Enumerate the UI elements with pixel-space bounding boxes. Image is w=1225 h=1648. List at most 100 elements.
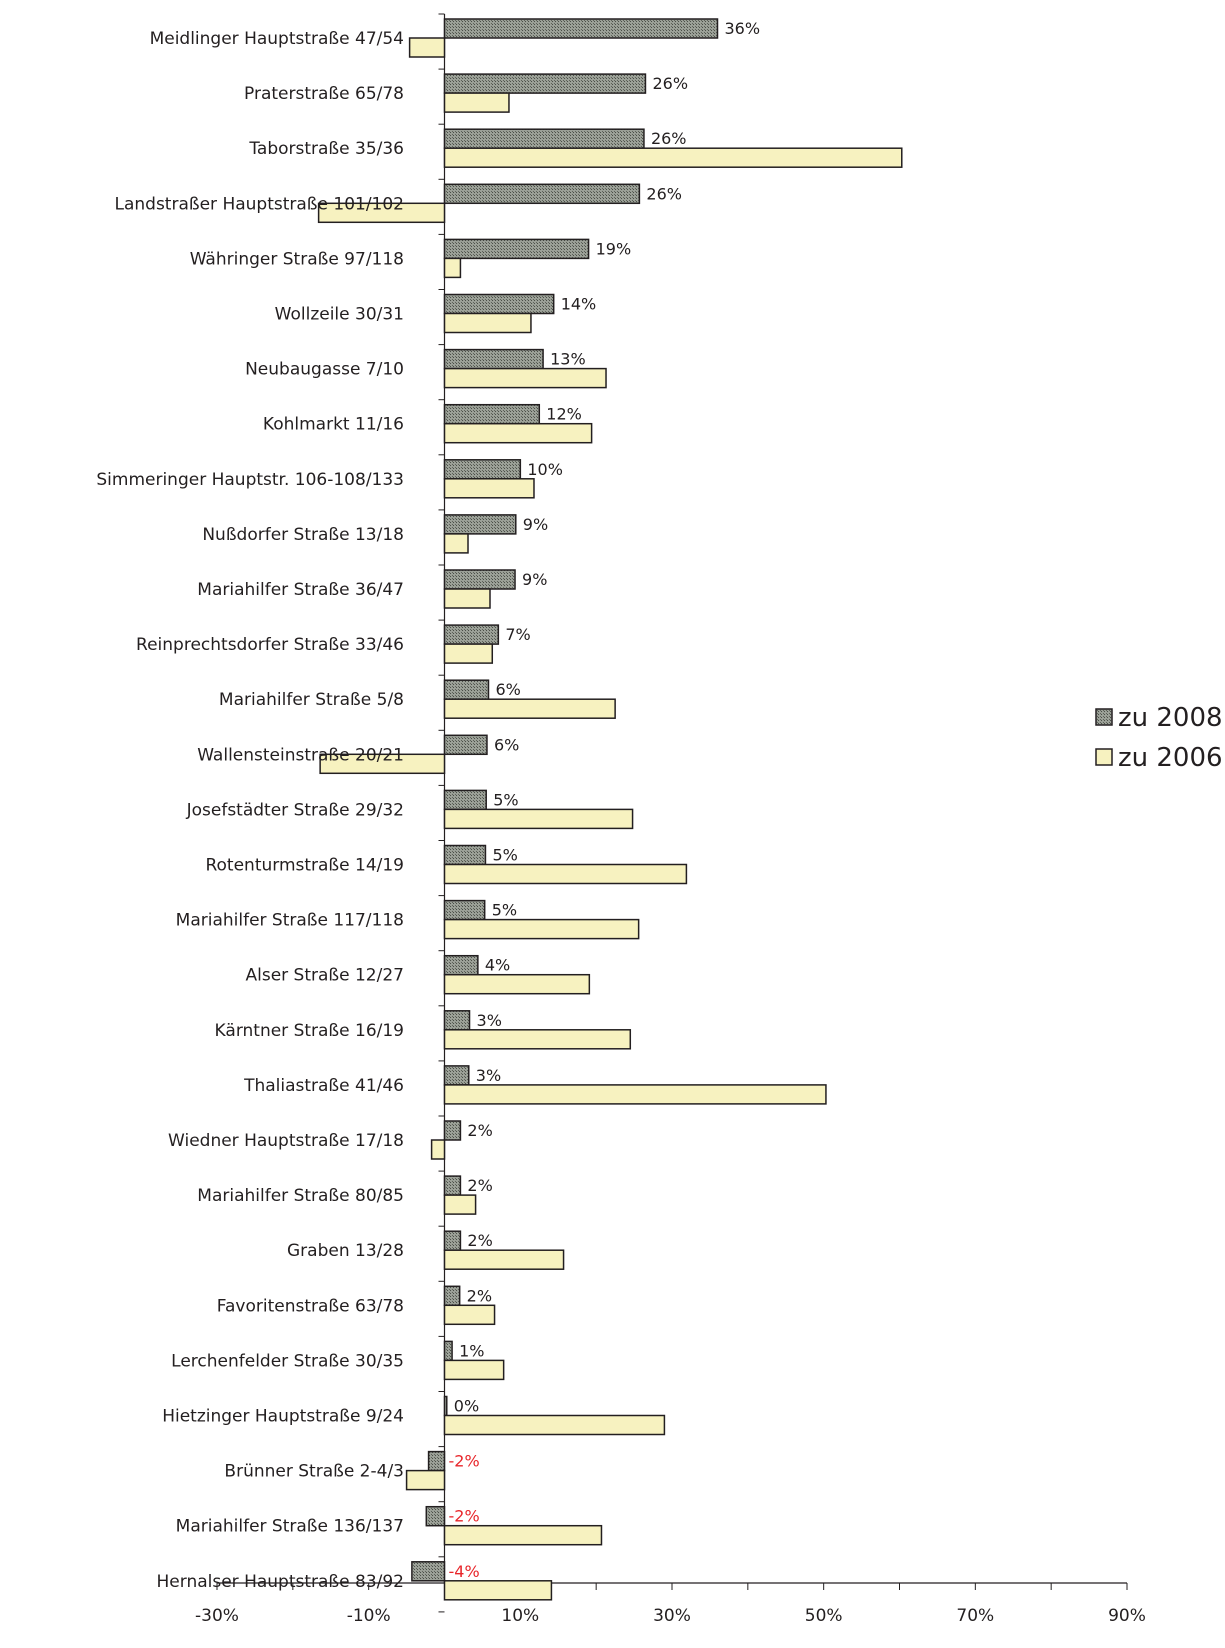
bar-zu-2008 [427, 1450, 446, 1472]
category-label: Mariahilfer Straße 80/85 [197, 1186, 404, 1206]
x-tick-label: 50% [805, 1606, 843, 1626]
bar-zu-2006 [443, 147, 903, 168]
bar-zu-2008 [443, 1340, 453, 1362]
bar-zu-2008 [443, 899, 486, 921]
bar-zu-2008 [443, 1010, 471, 1031]
bar-zu-2008 [443, 1065, 470, 1086]
category-label: Favoritenstraße 63/78 [217, 1296, 404, 1316]
bar-zu-2006 [443, 92, 510, 113]
bar-zu-2006 [443, 698, 616, 719]
data-label: 2% [467, 1286, 492, 1305]
category-label: Wollzeile 30/31 [275, 305, 404, 325]
legend: zu 2008 zu 2006 [1095, 703, 1223, 773]
labels: Meidlinger Hauptstraße 47/54 36% Praterstr… [96, 19, 760, 1592]
bar-zu-2006 [405, 1469, 446, 1491]
data-label: 5% [492, 901, 517, 920]
data-label: 26% [646, 184, 682, 203]
data-label: 26% [651, 129, 687, 148]
data-label: 3% [477, 1011, 502, 1030]
bar-zu-2006 [443, 367, 607, 389]
data-label: 36% [725, 19, 761, 38]
data-label: -4% [449, 1562, 480, 1581]
category-label: Josefstädter Straße 29/32 [186, 800, 404, 820]
bar-zu-2006 [443, 533, 469, 554]
data-label: 26% [652, 74, 688, 93]
bar-zu-2008 [443, 844, 487, 866]
x-tick-label: -10% [347, 1606, 391, 1626]
category-label: Währinger Straße 97/118 [190, 249, 404, 269]
category-label: Taborstraße 35/36 [248, 139, 404, 159]
category-label: Wiedner Hauptstraße 17/18 [168, 1131, 404, 1151]
bar-zu-2008 [443, 1230, 462, 1251]
bar-zu-2008 [443, 734, 488, 756]
legend-label-zu-2006: zu 2006 [1118, 743, 1223, 773]
legend-label-zu-2008: zu 2008 [1118, 703, 1223, 733]
category-label: Kärntner Straße 16/19 [215, 1021, 404, 1041]
data-label: 2% [467, 1176, 492, 1195]
data-label: 9% [523, 515, 548, 534]
bars [317, 18, 903, 1601]
bar-zu-2008 [443, 293, 555, 315]
data-label: -2% [449, 1452, 480, 1471]
bar-zu-2006 [430, 1139, 446, 1160]
legend-swatch-zu-2008 [1095, 708, 1113, 726]
bar-zu-2006 [443, 1524, 603, 1546]
bar-zu-2006 [443, 257, 462, 279]
bar-zu-2006 [443, 1414, 666, 1436]
x-tick-label: -30% [195, 1606, 239, 1626]
data-label: 2% [467, 1231, 492, 1250]
bar-zu-2006 [443, 1249, 565, 1270]
bar-zu-2006 [443, 1359, 505, 1381]
bar-zu-2006 [408, 37, 446, 58]
bar-zu-2006 [317, 202, 446, 224]
category-label: Praterstraße 65/78 [244, 84, 404, 104]
bar-zu-2008 [443, 789, 487, 811]
category-label: Nußdorfer Straße 13/18 [202, 525, 404, 545]
category-label: Landstraßer Hauptstraße 101/102 [115, 194, 405, 214]
bar-zu-2006 [443, 422, 593, 444]
bar-zu-2008 [443, 348, 544, 370]
category-label: Mariahilfer Straße 5/8 [219, 690, 404, 710]
category-label: Neubaugasse 7/10 [245, 360, 404, 380]
bar-zu-2006 [443, 643, 494, 664]
bar-zu-2008 [443, 569, 516, 590]
bar-zu-2008 [443, 238, 590, 260]
bar-zu-2008 [443, 1285, 461, 1307]
bar-zu-2008 [411, 1561, 446, 1582]
data-label: 3% [476, 1066, 501, 1085]
bar-zu-2006 [443, 1194, 477, 1215]
category-label: Simmeringer Hauptstr. 106-108/133 [96, 470, 404, 490]
data-label: 10% [527, 460, 563, 479]
bar-zu-2006 [443, 973, 591, 995]
bar-zu-2008 [443, 183, 641, 205]
bar-zu-2008 [425, 1505, 446, 1527]
data-label: 6% [494, 735, 519, 754]
category-label: Thaliastraße 41/46 [243, 1076, 404, 1096]
bar-zu-2008 [443, 679, 490, 700]
bar-zu-2006 [443, 1304, 496, 1326]
bar-zu-2006 [443, 1580, 553, 1601]
category-label: Graben 13/28 [287, 1241, 404, 1261]
bar-zu-2008 [443, 954, 479, 976]
category-label: Alser Straße 12/27 [246, 966, 405, 986]
bar-zu-2008 [443, 73, 647, 94]
category-label: Mariahilfer Straße 36/47 [197, 580, 404, 600]
category-label: Mariahilfer Straße 117/118 [176, 911, 404, 931]
data-label: 19% [596, 239, 632, 258]
category-label: Mariahilfer Straße 136/137 [176, 1517, 404, 1537]
category-label: Hietzinger Hauptstraße 9/24 [162, 1407, 404, 1427]
bar-zu-2008 [443, 624, 500, 645]
legend-swatch-zu-2006 [1095, 748, 1113, 766]
bar-zu-2006 [443, 478, 535, 499]
data-label: 5% [492, 846, 517, 865]
bar-zu-2008 [443, 1175, 462, 1196]
bar-zu-2008 [443, 1120, 462, 1141]
data-label: 4% [485, 956, 510, 975]
bar-zu-2008 [443, 128, 645, 149]
data-label: 0% [454, 1397, 479, 1416]
x-tick-label: 90% [1108, 1606, 1146, 1626]
data-label: 12% [546, 405, 582, 424]
bar-zu-2006 [443, 808, 634, 830]
category-label: Brünner Straße 2-4/3 [224, 1462, 404, 1482]
